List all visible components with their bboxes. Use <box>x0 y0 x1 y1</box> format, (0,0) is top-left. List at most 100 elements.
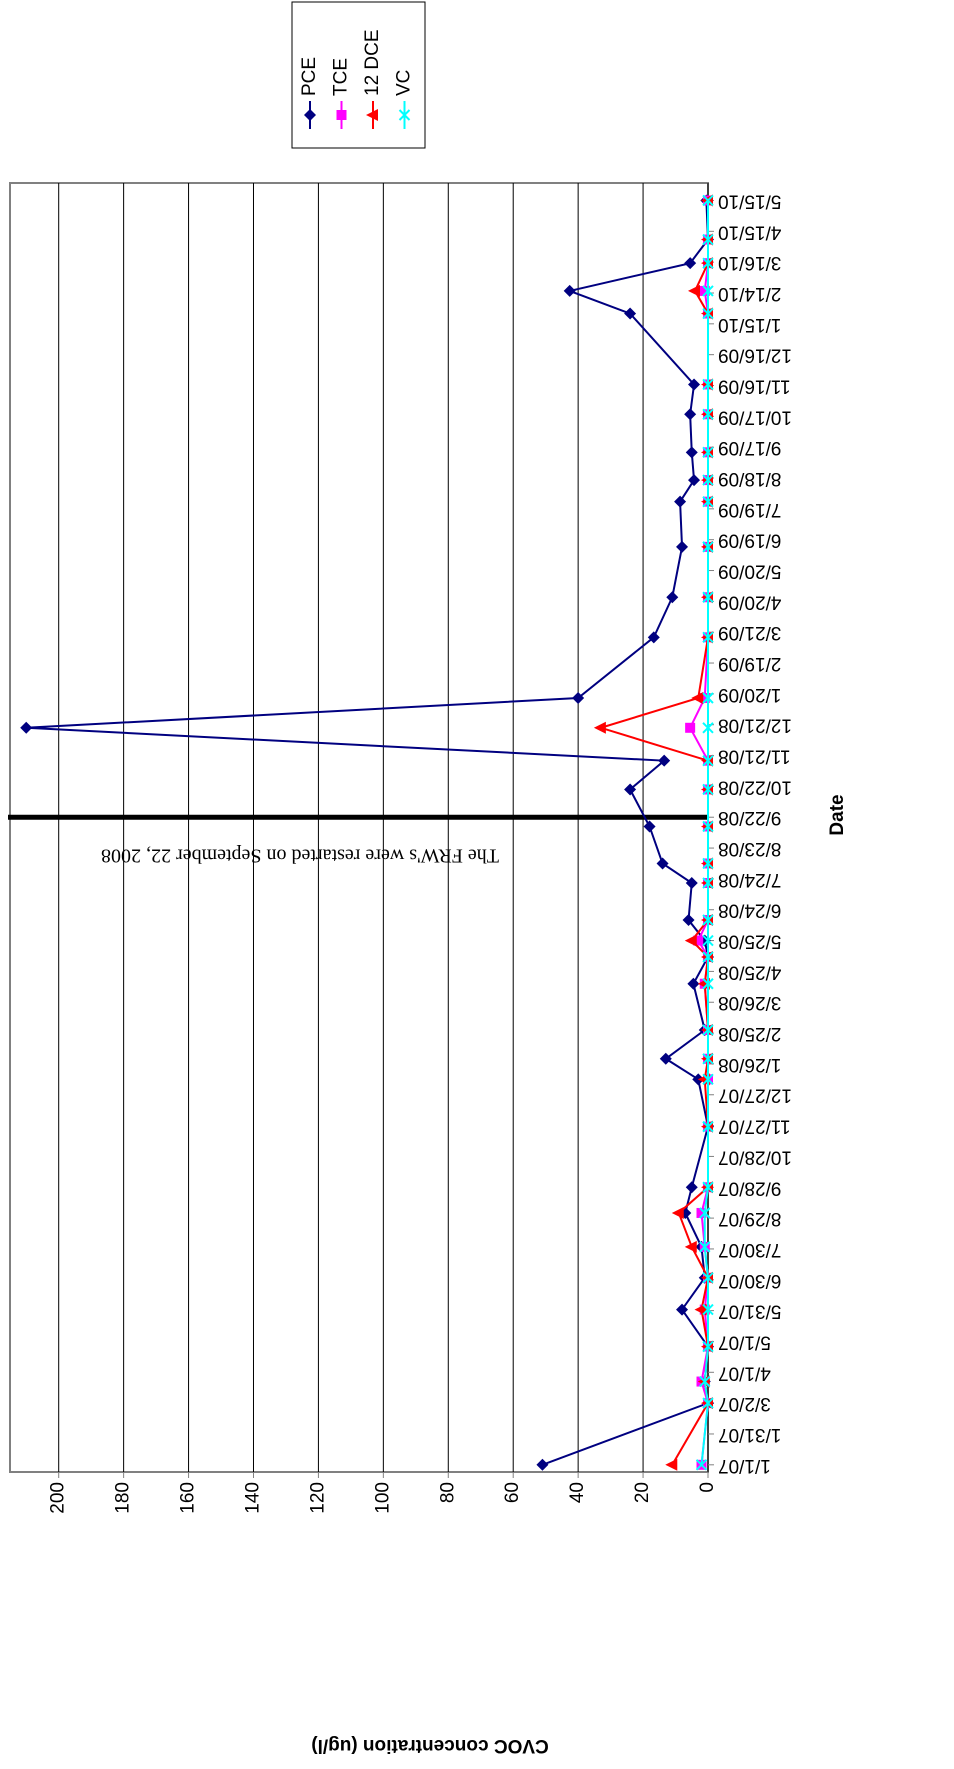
x-tick-label: 2/25/08 <box>718 1023 781 1044</box>
x-tick-label: 4/1/07 <box>718 1362 771 1383</box>
marker <box>685 446 698 459</box>
marker <box>656 857 669 870</box>
x-tick-label: 7/24/08 <box>718 869 781 890</box>
x-tick-label: 9/17/09 <box>718 437 781 458</box>
x-tick-label: 12/16/09 <box>718 345 792 366</box>
x-tick-label: 3/2/07 <box>718 1393 771 1414</box>
marker <box>702 257 714 269</box>
marker <box>572 691 585 704</box>
y-tick-label: 20 <box>632 1482 653 1503</box>
y-axis-title: CVOC concentration (ug/l) <box>311 1735 549 1756</box>
plot-area <box>9 182 709 1473</box>
marker <box>685 877 698 890</box>
marker <box>684 257 697 270</box>
x-tick-label: 3/21/09 <box>718 622 781 643</box>
marker <box>697 1073 710 1086</box>
marker <box>699 1241 711 1253</box>
x-tick-label: 5/20/09 <box>718 561 781 582</box>
marker <box>702 877 714 889</box>
x-tick-label: 10/28/07 <box>718 1146 792 1167</box>
marker <box>702 194 714 207</box>
marker <box>702 285 714 297</box>
marker <box>366 109 378 121</box>
y-tick-label: 120 <box>307 1482 328 1514</box>
marker <box>643 820 656 833</box>
x-tick-label: 4/20/09 <box>718 591 781 612</box>
marker <box>695 1459 708 1471</box>
marker <box>647 631 660 644</box>
legend-label: 12 DCE <box>362 29 383 96</box>
marker <box>702 307 714 320</box>
x-tick-label: 5/15/10 <box>718 190 781 211</box>
x-tick-label: 11/27/07 <box>718 1116 791 1137</box>
x-tick-label: 6/19/09 <box>718 530 781 551</box>
marker <box>682 914 695 927</box>
legend-label: PCE <box>299 57 320 96</box>
marker <box>702 495 714 508</box>
marker <box>688 284 701 297</box>
marker <box>702 692 714 704</box>
x-tick-label: 12/21/08 <box>718 715 792 736</box>
marker <box>702 1272 714 1284</box>
x-tick-label: 4/15/10 <box>718 221 781 242</box>
x-tick-label: 12/27/07 <box>718 1085 792 1106</box>
marker <box>674 495 687 508</box>
x-axis-title: Date <box>827 794 848 835</box>
x-tick-label: 11/21/08 <box>718 746 791 767</box>
marker <box>702 934 714 947</box>
x-tick-label: 3/26/08 <box>718 992 781 1013</box>
y-tick-label: 0 <box>697 1482 718 1493</box>
x-tick-label: 7/30/07 <box>718 1239 781 1260</box>
marker <box>624 783 637 796</box>
marker <box>688 378 701 391</box>
marker <box>702 1120 714 1133</box>
legend-label: VC <box>394 70 415 96</box>
x-tick-label: 6/30/07 <box>718 1270 781 1291</box>
x-tick-label: 5/31/07 <box>718 1301 781 1322</box>
x-tick-label: 1/1/07 <box>718 1455 771 1476</box>
marker <box>20 721 33 734</box>
marker <box>702 1397 714 1409</box>
y-tick-label: 180 <box>113 1482 134 1514</box>
y-tick-label: 140 <box>243 1482 264 1514</box>
marker <box>536 1458 549 1471</box>
marker <box>684 934 697 947</box>
marker <box>702 978 714 990</box>
x-tick-label: 11/16/09 <box>718 375 791 396</box>
marker <box>685 1181 698 1194</box>
marker <box>687 977 700 990</box>
marker <box>699 1207 711 1219</box>
marker <box>702 591 714 603</box>
x-tick-label: 1/26/08 <box>718 1054 781 1075</box>
marker <box>702 1053 714 1065</box>
marker <box>702 408 714 420</box>
marker <box>699 1375 711 1388</box>
marker <box>671 1206 684 1219</box>
x-tick-label: 8/23/08 <box>718 838 781 859</box>
x-tick-label: 10/17/09 <box>718 406 792 427</box>
marker <box>624 307 637 320</box>
marker <box>398 109 411 121</box>
marker <box>684 408 697 421</box>
x-tick-label: 4/25/08 <box>718 961 781 982</box>
marker <box>702 233 714 246</box>
marker <box>702 378 714 391</box>
y-tick-label: 60 <box>502 1482 523 1503</box>
marker <box>691 691 704 704</box>
marker <box>702 446 714 459</box>
x-tick-label: 8/29/07 <box>718 1208 781 1229</box>
x-tick-label: 8/18/09 <box>718 468 781 489</box>
x-tick-label: 9/28/07 <box>718 1177 781 1198</box>
marker <box>702 783 714 796</box>
y-tick-label: 80 <box>437 1482 458 1503</box>
y-tick-label: 100 <box>372 1482 393 1514</box>
legend-label: TCE <box>331 58 352 96</box>
marker <box>702 1024 714 1036</box>
marker <box>659 1052 672 1065</box>
y-tick-label: 160 <box>178 1482 199 1514</box>
x-tick-label: 5/25/08 <box>718 931 781 952</box>
x-tick-label: 1/15/10 <box>718 314 781 335</box>
x-tick-label: 1/20/09 <box>718 684 781 705</box>
marker <box>658 754 671 767</box>
